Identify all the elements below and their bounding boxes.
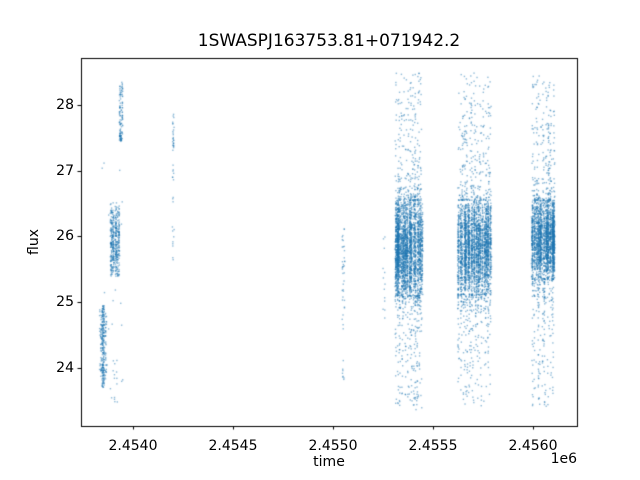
plot-title: 1SWASPJ163753.81+071942.2	[197, 31, 461, 51]
y-tick-label: 26	[56, 228, 74, 245]
y-tick-label: 28	[56, 97, 74, 114]
x-tick-label: 2.4555	[408, 438, 458, 454]
y-tick-label: 25	[56, 294, 74, 311]
x-tick-label: 2.4560	[508, 438, 558, 454]
x-axis-offset-label: 1e6	[550, 451, 577, 467]
x-tick-label: 2.4540	[108, 438, 158, 454]
y-tick-label: 24	[56, 359, 74, 376]
x-tick-label: 2.4545	[208, 438, 258, 454]
x-tick-label: 2.4550	[308, 438, 358, 454]
x-axis-label: time	[313, 454, 345, 470]
y-tick-label: 27	[56, 162, 74, 179]
